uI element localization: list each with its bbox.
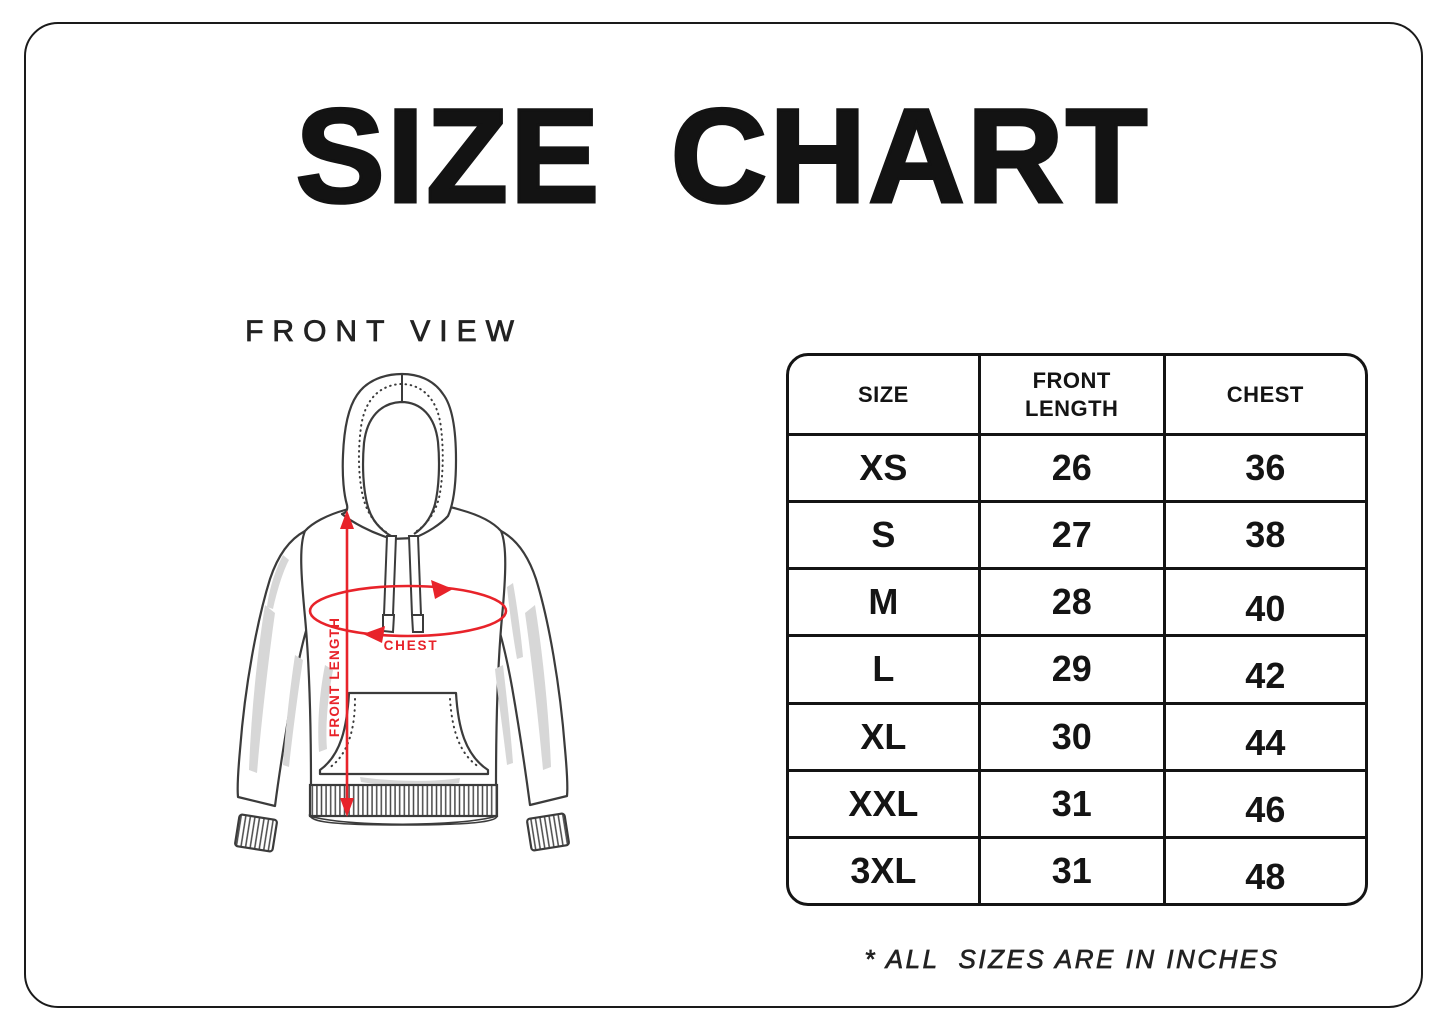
kangaroo-pocket — [318, 691, 490, 776]
waistband-hem — [308, 814, 498, 826]
table-row: XS 26 36 — [789, 436, 1365, 504]
front-length-cell: 30 — [981, 704, 1166, 769]
size-table: SIZE FRONT LENGTH CHEST XS 26 36 S 27 38… — [786, 353, 1368, 906]
table-header-row: SIZE FRONT LENGTH CHEST — [789, 356, 1365, 436]
table-row: 3XL 31 48 — [789, 838, 1365, 903]
front-length-cell: 27 — [981, 503, 1166, 568]
units-footnote: * ALL SIZES ARE IN INCHES — [864, 944, 1280, 975]
front-length-cell: 28 — [981, 570, 1166, 635]
front-length-cell: 29 — [981, 637, 1166, 702]
waistband-rib — [308, 783, 499, 818]
chest-label: CHEST — [384, 638, 439, 653]
table-row: L 29 42 — [789, 637, 1365, 705]
chest-cell: 48 — [1245, 856, 1286, 898]
front-length-cell: 31 — [981, 838, 1166, 903]
column-header-size: SIZE — [789, 356, 981, 433]
size-cell: M — [789, 570, 981, 635]
chest-cell: 38 — [1245, 514, 1286, 556]
chest-cell: 44 — [1245, 722, 1286, 764]
front-length-cell: 26 — [981, 436, 1166, 501]
size-cell: XS — [789, 436, 981, 501]
front-view-heading: FRONT VIEW — [245, 315, 523, 349]
right-cuff — [526, 812, 570, 852]
size-cell: XL — [789, 704, 981, 769]
table-row: M 28 40 — [789, 570, 1365, 638]
page-border-frame — [24, 22, 1423, 1008]
chest-cell: 42 — [1245, 654, 1286, 696]
column-header-front-length: FRONT LENGTH — [981, 356, 1166, 433]
chest-ellipse — [308, 584, 508, 638]
size-cell: S — [789, 503, 981, 568]
hoodie-front-view-illustration: FRONT LENGTH CHEST — [234, 372, 570, 853]
left-cuff — [234, 813, 278, 853]
page-title: SIZE CHART — [294, 82, 1150, 231]
column-header-chest: CHEST — [1226, 381, 1304, 407]
size-cell: L — [789, 637, 981, 702]
chest-cell: 36 — [1245, 447, 1286, 489]
front-length-cell: 31 — [981, 771, 1166, 836]
hood-face-opening — [361, 400, 441, 537]
front-length-label: FRONT LENGTH — [327, 617, 342, 737]
table-row: XL 30 44 — [789, 704, 1365, 772]
size-cell: XXL — [789, 771, 981, 836]
table-row: XXL 31 46 — [789, 771, 1365, 839]
measurement-annotations: FRONT LENGTH CHEST — [308, 510, 508, 817]
size-cell: 3XL — [789, 838, 981, 903]
chest-cell: 46 — [1245, 789, 1286, 831]
table-row: S 27 38 — [789, 503, 1365, 571]
chest-cell: 40 — [1245, 587, 1286, 629]
drawstrings — [382, 535, 424, 634]
fabric-shading — [249, 555, 551, 786]
